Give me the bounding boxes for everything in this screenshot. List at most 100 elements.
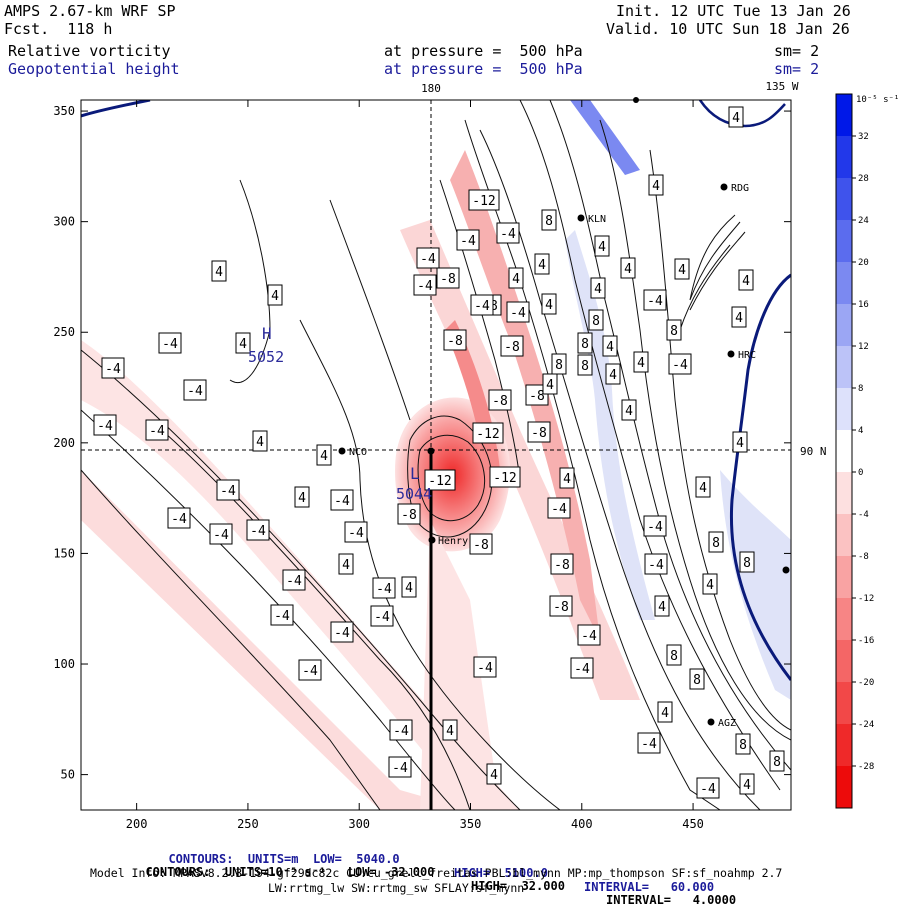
contour-label-box bbox=[732, 431, 748, 453]
x-tick-label-450: 450 bbox=[682, 817, 704, 831]
contour-label-text: -4 bbox=[334, 626, 350, 641]
contour-label: 4 bbox=[316, 444, 332, 466]
footer-model-info: Model Info: MPASv8.2.3-194-gf29dc82c CU:… bbox=[90, 866, 783, 880]
contour-label-text: 8 bbox=[545, 214, 553, 229]
contour-label-text: -4 bbox=[510, 306, 526, 321]
contour-label: 4 bbox=[739, 773, 755, 795]
contour-label-box bbox=[330, 489, 354, 511]
contour-label: -8 bbox=[500, 335, 524, 357]
colorbar-level-label: 28 bbox=[858, 174, 869, 184]
contour-label: 4 bbox=[738, 269, 754, 291]
contour-label-box bbox=[167, 507, 191, 529]
pos-vorticity-band-east bbox=[720, 470, 791, 700]
contour-label: -4 bbox=[643, 289, 667, 311]
contour-label-text: -4 bbox=[460, 234, 476, 249]
contour-label-text: -4 bbox=[376, 582, 392, 597]
contour-label: 8 bbox=[666, 319, 682, 341]
contour-label-box bbox=[500, 335, 524, 357]
contour-label: -8 bbox=[469, 533, 493, 555]
colorbar-swatch bbox=[836, 430, 852, 472]
contour-label-box bbox=[416, 247, 440, 269]
contour-label-text: -12 bbox=[476, 427, 499, 442]
contour-label: -4 bbox=[145, 419, 169, 441]
contour-label-text: 8 bbox=[581, 359, 589, 374]
contour-label: -8 bbox=[443, 329, 467, 351]
contour-label-text: -4 bbox=[393, 724, 409, 739]
contour-label-text: 4 bbox=[342, 558, 350, 573]
contour-label: -12 bbox=[472, 422, 504, 444]
contour-label-box bbox=[252, 430, 268, 452]
contour-label-box bbox=[594, 235, 610, 257]
contour-label-box bbox=[696, 777, 720, 799]
colorbar-swatch bbox=[836, 640, 852, 682]
contour-label: 4 bbox=[602, 335, 618, 357]
contour-label: -4 bbox=[577, 624, 601, 646]
station-dot-east bbox=[782, 566, 790, 574]
contour-label-text: -4 bbox=[171, 512, 187, 527]
contour-label: 4 bbox=[508, 267, 524, 289]
contour-label-text: -4 bbox=[700, 782, 716, 797]
colorbar-level-label: -24 bbox=[858, 720, 874, 730]
contour-label-box bbox=[330, 621, 354, 643]
contour-label-box bbox=[551, 353, 567, 375]
contour-label-box bbox=[542, 373, 558, 395]
contour-label-text: 4 bbox=[624, 262, 632, 277]
contour-label-text: 4 bbox=[256, 435, 264, 450]
contour-label-box bbox=[577, 332, 593, 354]
contour-label-text: -8 bbox=[492, 394, 508, 409]
contour-label: -4 bbox=[388, 756, 412, 778]
contour-label-text: -8 bbox=[447, 334, 463, 349]
pressure-level-2: at pressure = 500 hPa bbox=[384, 60, 583, 78]
axis-ticks: 200 250 300 350 400 450 50 100 150 200 250 300 350 bbox=[53, 100, 791, 831]
contour-label-text: -4 bbox=[417, 279, 433, 294]
contour-label: 4 bbox=[542, 373, 558, 395]
init-time: Init. 12 UTC Tue 13 Jan 26 bbox=[616, 2, 851, 20]
contour-label: 4 bbox=[654, 595, 670, 617]
contour-label-box bbox=[211, 260, 227, 282]
contour-label-box bbox=[338, 553, 354, 575]
contour-label: 4 bbox=[541, 293, 557, 315]
contour-label: -4 bbox=[101, 357, 125, 379]
y-tick-label-350: 350 bbox=[53, 104, 75, 118]
contour-label-box bbox=[183, 379, 207, 401]
contour-label: -8 bbox=[436, 267, 460, 289]
plot-frame bbox=[80, 99, 792, 811]
station-label-kln: KLN bbox=[588, 214, 606, 225]
contour-label: 4 bbox=[442, 719, 458, 741]
contour-label: -4 bbox=[330, 489, 354, 511]
contour-label-text: -4 bbox=[392, 761, 408, 776]
contour-label: 8 bbox=[735, 733, 751, 755]
contour-label: -4 bbox=[282, 569, 306, 591]
colorbar-swatch bbox=[836, 598, 852, 640]
contour-label-text: 4 bbox=[742, 274, 750, 289]
contour-label-box bbox=[401, 576, 417, 598]
height-contour-west bbox=[81, 100, 151, 118]
y-tick-label-250: 250 bbox=[53, 325, 75, 339]
contour-label-text: -8 bbox=[529, 389, 545, 404]
station-dot-hrc bbox=[727, 350, 735, 358]
colorbar-swatch bbox=[836, 178, 852, 220]
footer-height-contours: CONTOURS: UNITS=m LOW= 5040.0 HIGH= 5100… bbox=[154, 838, 714, 894]
contour-label-text: -8 bbox=[473, 538, 489, 553]
station-dot-top bbox=[633, 97, 639, 103]
contour-label-text: 8 bbox=[773, 755, 781, 770]
contour-label: -4 bbox=[668, 353, 692, 375]
contour-label-box bbox=[668, 353, 692, 375]
colorbar-level-label: 8 bbox=[858, 384, 863, 394]
contour-label: 4 bbox=[695, 476, 711, 498]
footer-physics-info: LW:rrtmg_lw SW:rrtmg_sw SFLAY:sf_mynn bbox=[268, 881, 525, 895]
contour-label: 4 bbox=[401, 576, 417, 598]
contour-label: 8 bbox=[689, 668, 705, 690]
plot-area: -4 -4 -8 -8 -4 -8 -12 -4 -4 -4 -8 -8 -8 -8 -12 -12 -12 -8… bbox=[81, 100, 791, 810]
contour-label-text: -8 bbox=[553, 600, 569, 615]
contour-label: 8 bbox=[577, 332, 593, 354]
contour-label-box bbox=[541, 293, 557, 315]
contour-label-text: 4 bbox=[606, 340, 614, 355]
contour-label-box bbox=[621, 399, 637, 421]
contour-label-text: -4 bbox=[274, 609, 290, 624]
contour-label: -8 bbox=[549, 595, 573, 617]
colorbar-level-label: -8 bbox=[858, 552, 869, 562]
contour-label-text: 4 bbox=[735, 311, 743, 326]
contour-label-box bbox=[577, 624, 601, 646]
